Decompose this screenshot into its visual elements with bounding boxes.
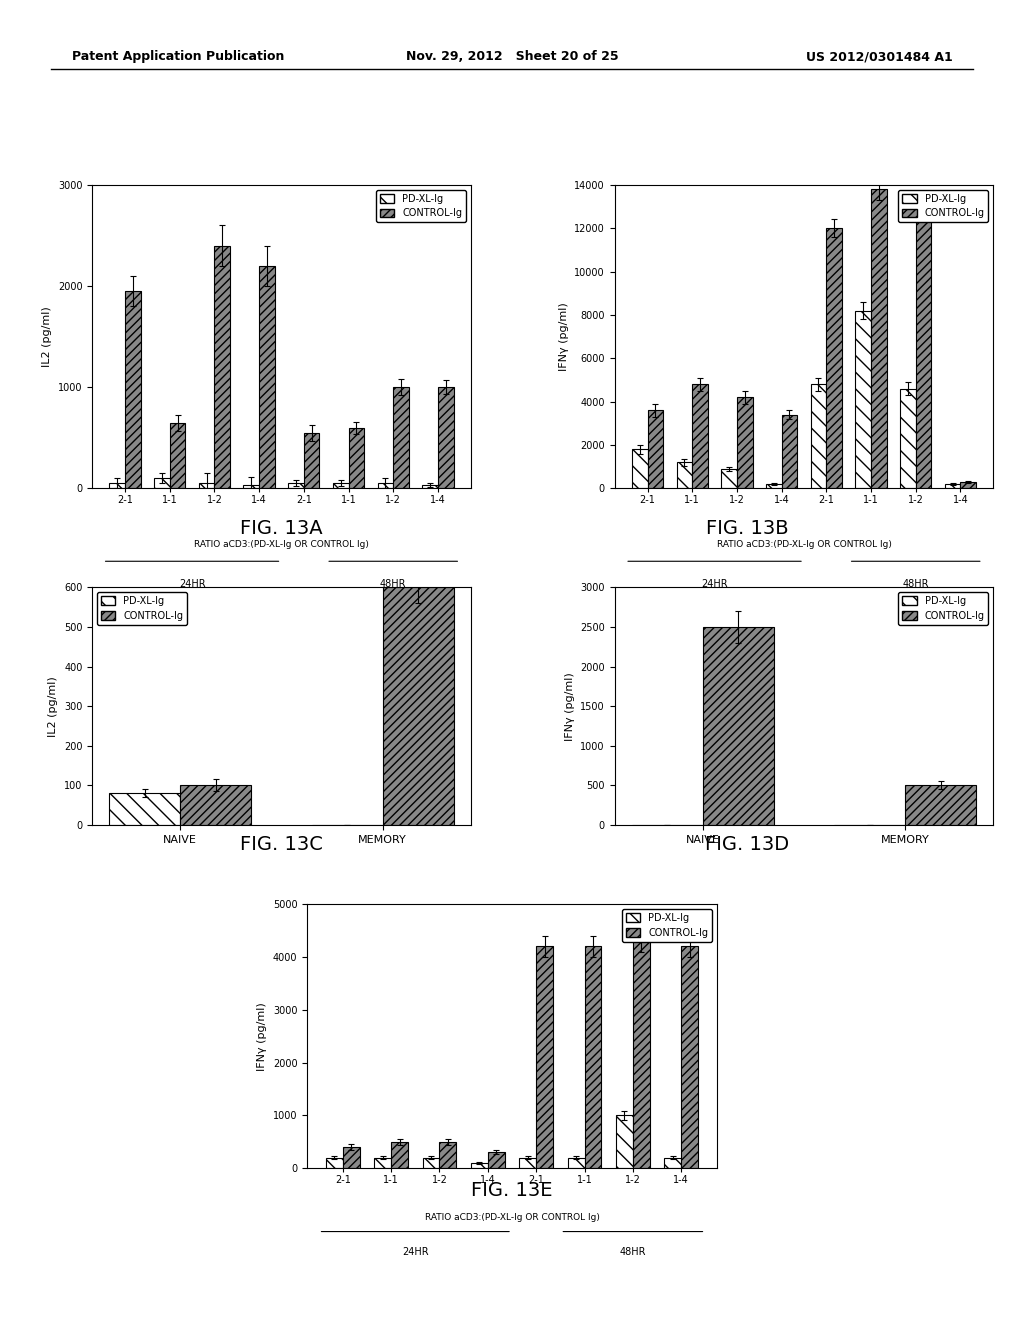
Bar bbox=[737, 397, 753, 488]
Bar bbox=[423, 1158, 439, 1168]
Legend: PD-XL-Ig, CONTROL-Ig: PD-XL-Ig, CONTROL-Ig bbox=[97, 593, 187, 624]
Bar bbox=[304, 433, 319, 488]
Text: 48HR: 48HR bbox=[902, 579, 929, 590]
Bar bbox=[288, 483, 304, 488]
Bar bbox=[905, 785, 976, 825]
Bar bbox=[519, 1158, 537, 1168]
Y-axis label: IFNγ (pg/ml): IFNγ (pg/ml) bbox=[257, 1002, 267, 1071]
Bar bbox=[487, 1152, 505, 1168]
Bar bbox=[766, 484, 781, 488]
Text: FIG. 13B: FIG. 13B bbox=[707, 519, 788, 537]
Bar bbox=[439, 1142, 457, 1168]
Bar bbox=[871, 189, 887, 488]
Bar bbox=[393, 387, 409, 488]
Bar bbox=[647, 411, 664, 488]
Bar bbox=[333, 483, 348, 488]
Bar bbox=[374, 1158, 391, 1168]
Bar bbox=[537, 946, 553, 1168]
Bar bbox=[945, 484, 961, 488]
Bar bbox=[781, 414, 798, 488]
Text: FIG. 13E: FIG. 13E bbox=[471, 1181, 553, 1200]
Bar bbox=[199, 483, 214, 488]
Legend: PD-XL-Ig, CONTROL-Ig: PD-XL-Ig, CONTROL-Ig bbox=[898, 593, 988, 624]
Y-axis label: IFNγ (pg/ml): IFNγ (pg/ml) bbox=[564, 672, 574, 741]
Bar bbox=[180, 785, 251, 825]
Bar bbox=[471, 1163, 487, 1168]
Legend: PD-XL-Ig, CONTROL-Ig: PD-XL-Ig, CONTROL-Ig bbox=[376, 190, 466, 222]
Bar bbox=[378, 483, 393, 488]
Text: RATIO aCD3:(PD-XL-Ig OR CONTROL Ig): RATIO aCD3:(PD-XL-Ig OR CONTROL Ig) bbox=[194, 540, 369, 549]
Bar bbox=[632, 449, 647, 488]
Text: RATIO aCD3:(PD-XL-Ig OR CONTROL Ig): RATIO aCD3:(PD-XL-Ig OR CONTROL Ig) bbox=[425, 1213, 599, 1222]
Bar bbox=[633, 941, 650, 1168]
Legend: PD-XL-Ig, CONTROL-Ig: PD-XL-Ig, CONTROL-Ig bbox=[898, 190, 988, 222]
Bar bbox=[677, 462, 692, 488]
Text: 24HR: 24HR bbox=[402, 1247, 429, 1258]
Bar bbox=[383, 587, 454, 825]
Y-axis label: IFNγ (pg/ml): IFNγ (pg/ml) bbox=[559, 302, 568, 371]
Y-axis label: IL2 (pg/ml): IL2 (pg/ml) bbox=[42, 306, 52, 367]
Bar bbox=[855, 310, 871, 488]
Bar bbox=[721, 469, 737, 488]
Text: RATIO aCD3:(PD-XL-Ig OR CONTROL Ig): RATIO aCD3:(PD-XL-Ig OR CONTROL Ig) bbox=[717, 540, 892, 549]
Text: 48HR: 48HR bbox=[380, 579, 407, 590]
Bar bbox=[616, 1115, 633, 1168]
Legend: PD-XL-Ig, CONTROL-Ig: PD-XL-Ig, CONTROL-Ig bbox=[622, 909, 712, 941]
Bar bbox=[681, 946, 698, 1168]
Text: 24HR: 24HR bbox=[179, 579, 206, 590]
Bar bbox=[391, 1142, 408, 1168]
Text: US 2012/0301484 A1: US 2012/0301484 A1 bbox=[806, 50, 952, 63]
Bar bbox=[259, 265, 274, 488]
Bar bbox=[438, 387, 454, 488]
Bar bbox=[343, 1147, 359, 1168]
Bar bbox=[125, 290, 140, 488]
Text: FIG. 13A: FIG. 13A bbox=[241, 519, 323, 537]
Bar bbox=[811, 384, 826, 488]
Bar bbox=[961, 482, 976, 488]
Text: 48HR: 48HR bbox=[620, 1247, 646, 1258]
Text: 24HR: 24HR bbox=[701, 579, 728, 590]
Bar bbox=[154, 478, 170, 488]
Bar bbox=[244, 486, 259, 488]
Bar bbox=[567, 1158, 585, 1168]
Bar bbox=[900, 388, 915, 488]
Text: Nov. 29, 2012   Sheet 20 of 25: Nov. 29, 2012 Sheet 20 of 25 bbox=[406, 50, 618, 63]
Bar bbox=[702, 627, 773, 825]
Bar bbox=[170, 422, 185, 488]
Text: FIG. 13C: FIG. 13C bbox=[241, 836, 323, 854]
Bar bbox=[110, 793, 180, 825]
Text: FIG. 13D: FIG. 13D bbox=[706, 836, 790, 854]
Y-axis label: IL2 (pg/ml): IL2 (pg/ml) bbox=[48, 676, 58, 737]
Bar bbox=[826, 228, 842, 488]
Bar bbox=[326, 1158, 343, 1168]
Bar bbox=[348, 428, 365, 488]
Bar bbox=[214, 246, 230, 488]
Bar bbox=[665, 1158, 681, 1168]
Bar bbox=[915, 206, 932, 488]
Bar bbox=[422, 486, 438, 488]
Text: Patent Application Publication: Patent Application Publication bbox=[72, 50, 284, 63]
Bar bbox=[692, 384, 708, 488]
Bar bbox=[110, 483, 125, 488]
Bar bbox=[585, 946, 601, 1168]
